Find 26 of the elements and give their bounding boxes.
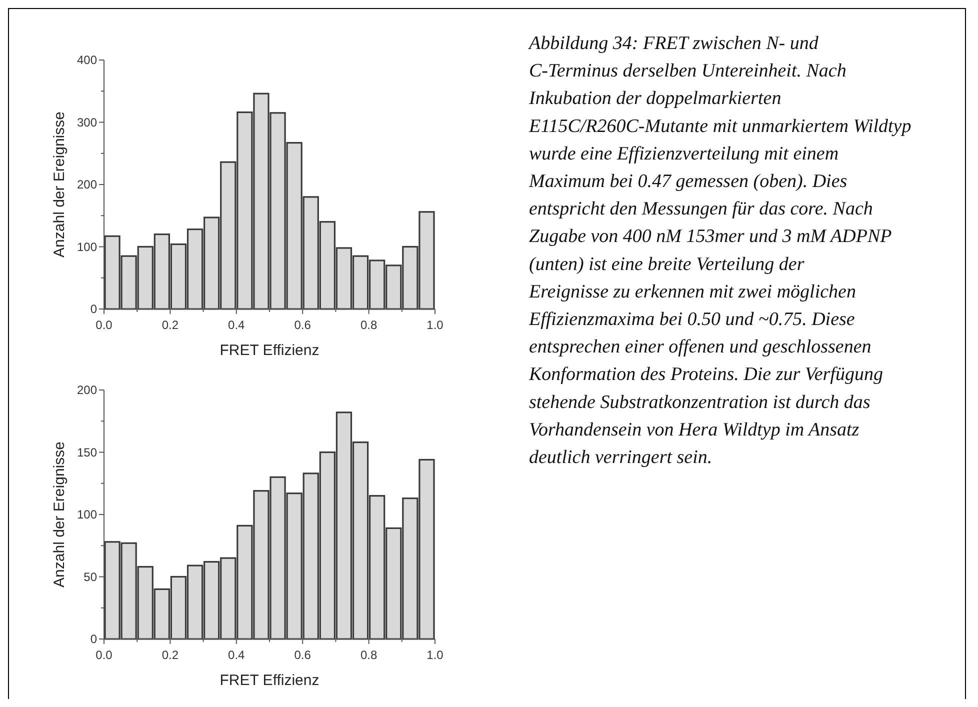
x-tick-label: 0.6 [294, 318, 312, 332]
x-tick-label: 0.0 [96, 318, 113, 332]
x-axis-title: FRET Effizienz [220, 342, 320, 359]
x-tick-label: 0.0 [96, 648, 113, 662]
x-axis-title: FRET Effizienz [220, 672, 320, 689]
y-tick-label: 200 [76, 383, 98, 398]
x-tick-label: 1.0 [426, 648, 444, 662]
y-tick-label: 50 [84, 570, 98, 584]
y-tick-label: 100 [76, 240, 98, 254]
x-tick-label: 0.2 [162, 318, 179, 332]
x-tick-label: 0.6 [294, 648, 312, 662]
x-tick-label: 0.4 [228, 648, 246, 662]
y-tick-label: 200 [76, 178, 98, 192]
y-tick-label: 300 [76, 115, 98, 130]
y-tick-label: 400 [76, 53, 98, 68]
y-tick-label: 0 [90, 302, 98, 316]
y-tick-label: 100 [76, 508, 98, 522]
y-axis-title: Anzahl der Ereignisse [51, 112, 68, 258]
x-tick-label: 0.2 [162, 648, 179, 662]
x-tick-label: 0.8 [360, 318, 378, 332]
y-axis-title: Anzahl der Ereignisse [51, 442, 68, 588]
y-tick-label: 0 [90, 632, 98, 646]
y-tick-label: 150 [76, 445, 98, 460]
x-tick-label: 1.0 [426, 318, 444, 332]
x-tick-label: 0.4 [228, 318, 246, 332]
x-tick-label: 0.8 [360, 648, 378, 662]
